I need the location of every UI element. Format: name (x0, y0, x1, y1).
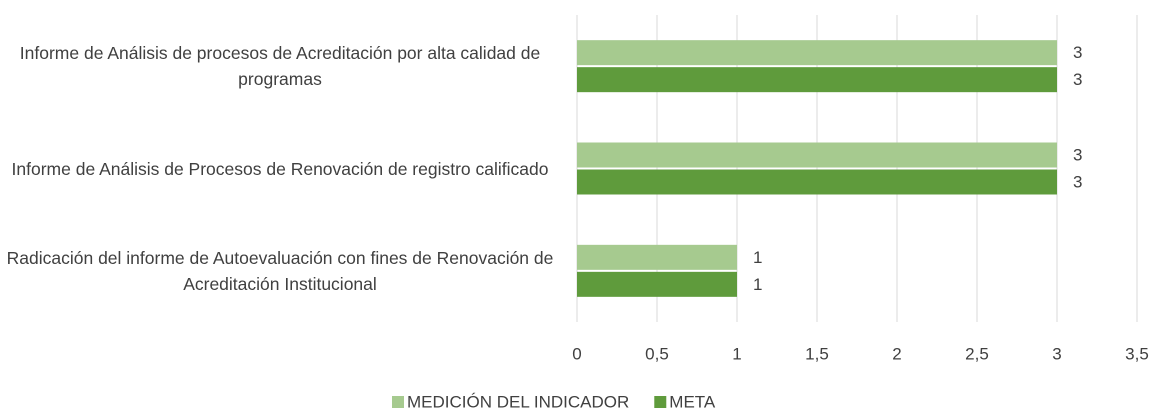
legend-label: MEDICIÓN DEL INDICADOR (407, 392, 629, 411)
bar (577, 244, 737, 270)
category-label: Radicación del informe de Autoevaluación… (6, 247, 554, 294)
bar (577, 271, 737, 297)
bar (577, 142, 1057, 168)
data-label: 3 (1073, 172, 1082, 191)
category-label: Informe de Análisis de Procesos de Renov… (11, 158, 549, 179)
bar (577, 40, 1057, 66)
x-tick-label: 3 (1052, 344, 1061, 363)
x-tick-label: 1 (732, 344, 741, 363)
bar (577, 67, 1057, 93)
data-label: 1 (753, 275, 762, 294)
x-tick-label: 0,5 (645, 344, 669, 363)
bar (577, 169, 1057, 195)
x-tick-label: 2,5 (965, 344, 989, 363)
data-label: 3 (1073, 70, 1082, 89)
data-label: 3 (1073, 145, 1082, 164)
category-label: Informe de Análisis de procesos de Acred… (19, 43, 541, 90)
x-tick-label: 2 (892, 344, 901, 363)
x-tick-label: 3,5 (1125, 344, 1149, 363)
x-tick-label: 1,5 (805, 344, 829, 363)
legend-swatch (392, 396, 404, 408)
data-label: 1 (753, 248, 762, 267)
data-label: 3 (1073, 43, 1082, 62)
x-tick-label: 0 (572, 344, 581, 363)
legend-label: META (669, 392, 716, 411)
legend-swatch (654, 396, 667, 408)
